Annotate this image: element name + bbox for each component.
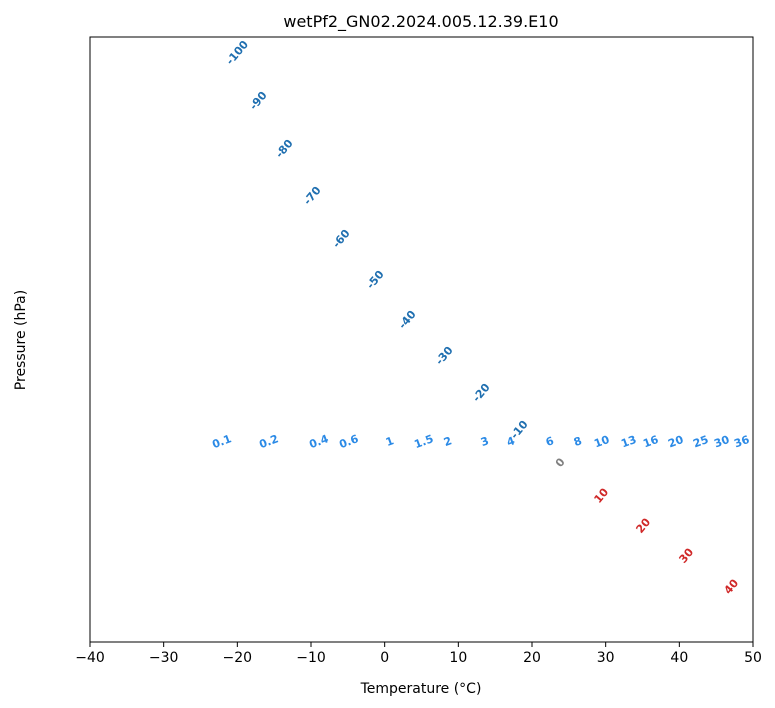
x-tick-label: 30 — [597, 650, 615, 666]
mixing-ratio-label: 13 — [619, 433, 638, 450]
x-tick-label: 40 — [670, 650, 688, 666]
isotherm-label: 0 — [553, 455, 568, 469]
mixing-ratio-label: 36 — [732, 433, 751, 451]
x-tick-label: −20 — [223, 650, 253, 666]
x-tick-label: −40 — [75, 650, 105, 666]
dry-adiabat-label: -30 — [433, 344, 456, 368]
mixing-ratio-label: 16 — [641, 433, 660, 451]
mixing-ratio-label: 8 — [572, 434, 584, 449]
x-axis: −40 −30 −20 −10 0 10 20 30 40 50 — [75, 642, 762, 666]
isotherm-label: 40 — [721, 576, 741, 596]
mixing-ratio-label: 25 — [691, 433, 710, 450]
isotherm-label: 30 — [676, 545, 696, 565]
mixing-ratio-label: 30 — [712, 433, 731, 451]
x-tick-label: −10 — [296, 650, 326, 666]
dry-adiabat-label: -70 — [301, 184, 324, 208]
reference-line-labels: -100-90-80-70-60-50-40-30-20-100.1 0.2 0.4… — [210, 38, 751, 597]
x-tick-label: 10 — [449, 650, 467, 666]
dry-adiabat-label: -20 — [470, 381, 493, 405]
mixing-ratio-label: 2 — [442, 434, 454, 449]
x-tick-label: 20 — [523, 650, 541, 666]
x-tick-label: 0 — [380, 650, 389, 666]
x-axis-title: Temperature (°C) — [360, 681, 482, 697]
mixing-ratio-label: 1 — [384, 434, 396, 449]
mixing-ratio-label: 20 — [666, 433, 685, 451]
dry-adiabat-label: -100 — [223, 38, 251, 68]
mixing-ratio-label: 6 — [544, 434, 556, 449]
mixing-ratio-label: 0.4 — [307, 432, 330, 451]
mixing-ratio-label: 4 — [505, 434, 517, 449]
mixing-ratio-label: 0.1 — [210, 432, 233, 451]
mixing-ratio-label: 0.6 — [337, 432, 360, 451]
y-axis-title: Pressure (hPa) — [13, 290, 29, 390]
dry-adiabat-label: -80 — [273, 137, 296, 161]
x-tick-label: 50 — [744, 650, 762, 666]
isotherm-label: 20 — [633, 515, 653, 535]
dry-adiabat-label: -60 — [330, 227, 353, 251]
x-tick-label: −30 — [149, 650, 179, 666]
isotherm-label: 10 — [591, 485, 611, 505]
mixing-ratio-label: 10 — [592, 433, 611, 451]
mixing-ratio-label: 3 — [479, 434, 491, 449]
mixing-ratio-label: 1.5 — [412, 432, 435, 451]
plot-area: -100-90-80-70-60-50-40-30-20-100.1 0.2 0.4… — [210, 38, 751, 597]
plot-frame — [89, 36, 754, 643]
mixing-ratio-label: 0.2 — [257, 432, 280, 451]
dry-adiabat-label: -50 — [364, 268, 387, 292]
chart-title: wetPf2_GN02.2024.005.12.39.E10 — [283, 12, 558, 32]
dry-adiabat-label: -90 — [247, 89, 270, 113]
dry-adiabat-label: -40 — [396, 308, 419, 332]
